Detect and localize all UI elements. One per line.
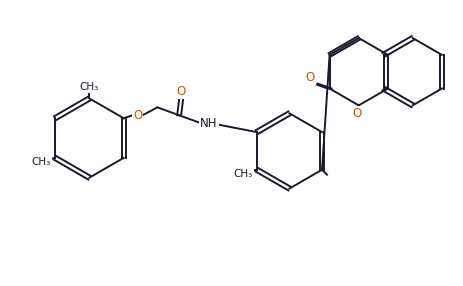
Text: O: O: [352, 107, 362, 120]
Text: CH₃: CH₃: [233, 169, 253, 179]
Text: CH₃: CH₃: [80, 82, 99, 92]
Text: CH₃: CH₃: [31, 157, 51, 167]
Text: O: O: [176, 85, 186, 98]
Text: O: O: [305, 71, 314, 84]
Text: NH: NH: [200, 117, 218, 130]
Text: O: O: [133, 109, 142, 122]
